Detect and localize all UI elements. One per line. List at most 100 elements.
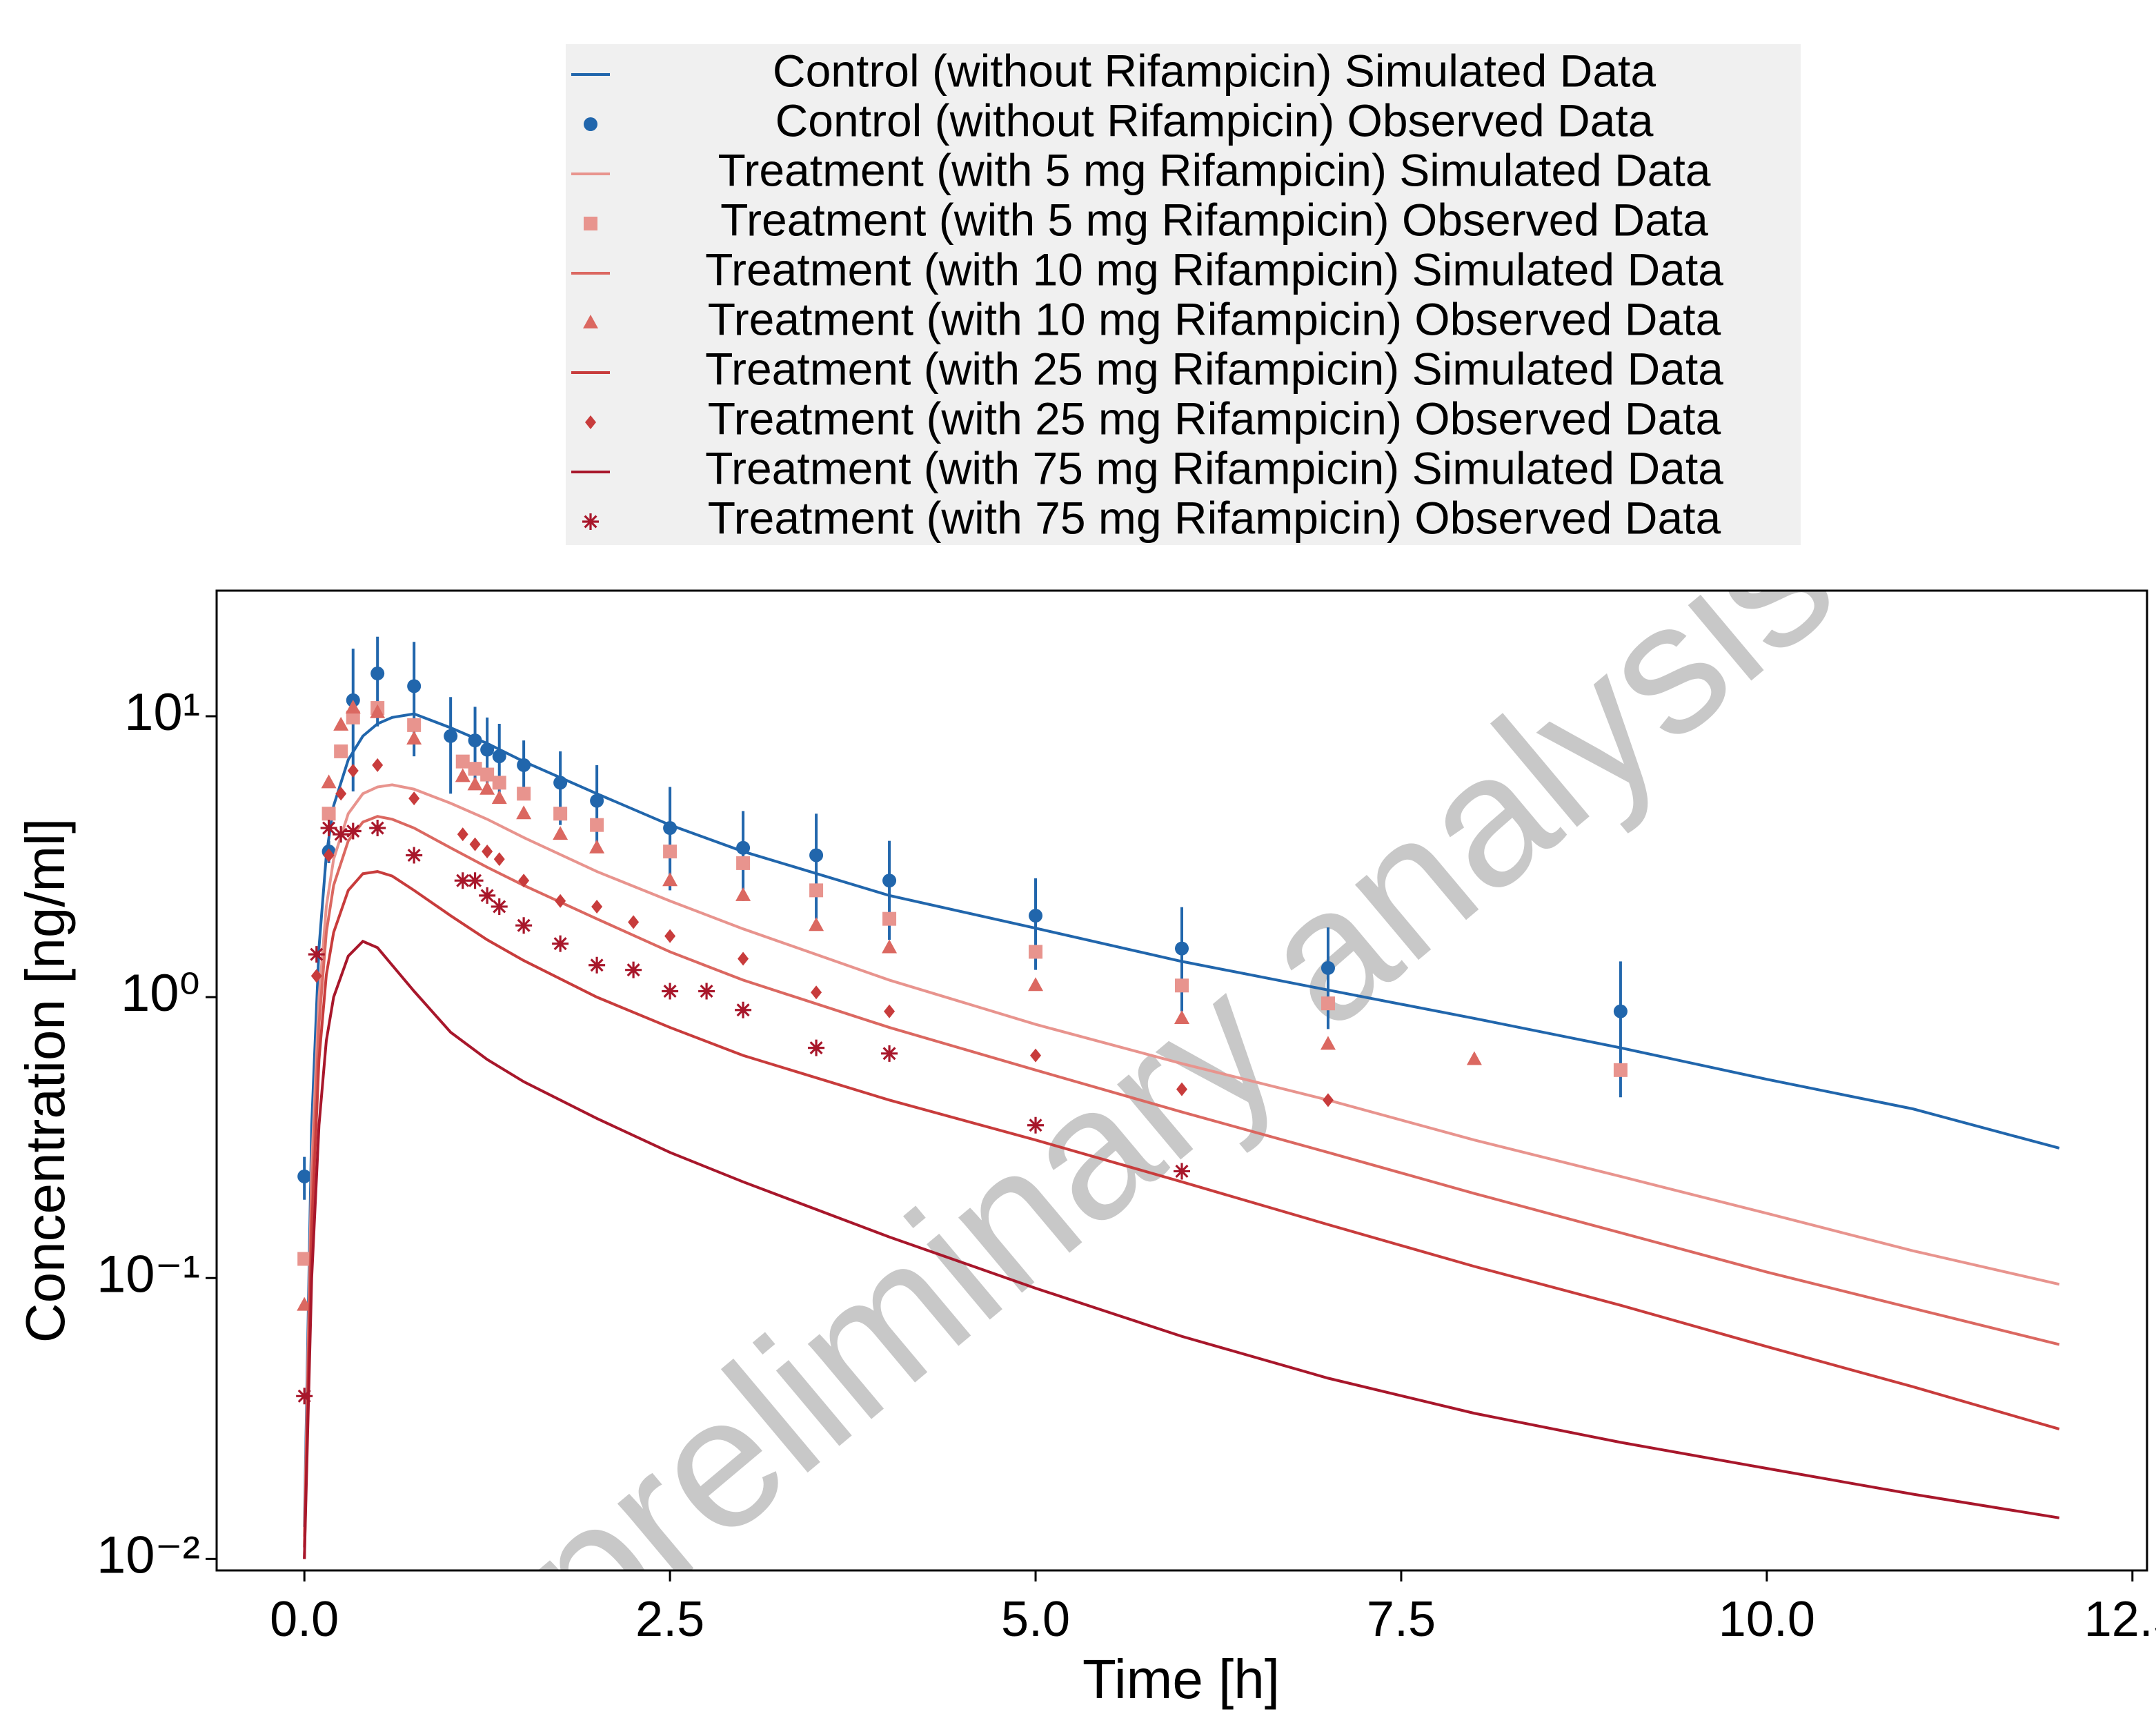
simulated-line [303, 939, 2060, 1559]
marker [468, 762, 482, 776]
legend-box [566, 44, 1801, 545]
marker [1029, 945, 1043, 959]
legend-label: Treatment (with 75 mg Rifampicin) Observ… [708, 492, 1721, 543]
marker [1613, 1004, 1628, 1018]
marker [553, 776, 568, 790]
legend-label: Treatment (with 5 mg Rifampicin) Observe… [720, 194, 1708, 245]
marker [444, 729, 458, 743]
legend-label: Treatment (with 25 mg Rifampicin) Simula… [705, 343, 1723, 394]
marker [1176, 1082, 1187, 1096]
marker [347, 763, 359, 778]
marker [407, 718, 422, 732]
marker [516, 805, 532, 820]
marker [454, 872, 471, 889]
marker [346, 710, 360, 724]
marker [582, 513, 599, 530]
marker [297, 1297, 313, 1311]
legend-label: Treatment (with 10 mg Rifampicin) Observ… [708, 293, 1721, 344]
marker [492, 749, 506, 764]
marker [738, 952, 749, 966]
marker [552, 935, 569, 952]
marker [457, 827, 468, 842]
marker [1029, 909, 1043, 923]
marker [491, 790, 507, 805]
marker [1613, 1063, 1628, 1077]
marker [590, 818, 604, 832]
marker [881, 1045, 898, 1062]
marker [882, 939, 898, 954]
marker [584, 117, 597, 131]
marker [590, 793, 604, 808]
marker [455, 768, 471, 782]
marker [308, 946, 325, 963]
legend-label: Treatment (with 5 mg Rifampicin) Simulat… [718, 144, 1710, 195]
x-tick-label: 0.0 [270, 1592, 339, 1647]
legend-label: Treatment (with 10 mg Rifampicin) Simula… [705, 244, 1723, 295]
marker [1321, 960, 1335, 975]
marker [1175, 978, 1189, 993]
marker [468, 733, 482, 748]
marker [479, 887, 496, 904]
y-axis-title: Concentration [ng/ml] [14, 818, 76, 1343]
marker [482, 845, 493, 859]
marker [553, 807, 568, 821]
marker [1028, 977, 1044, 992]
marker [628, 915, 640, 929]
marker [370, 704, 386, 718]
marker [663, 821, 678, 836]
x-tick-label: 10.0 [1719, 1592, 1815, 1647]
marker [662, 872, 678, 887]
marker [517, 787, 531, 801]
marker [323, 848, 335, 862]
marker [492, 776, 506, 790]
y-tick-label: 10⁻² [97, 1526, 200, 1584]
watermark: preliminary analysis [484, 474, 1871, 1685]
marker [408, 791, 420, 806]
marker [480, 767, 495, 782]
legend-label: Treatment (with 25 mg Rifampicin) Observ… [708, 393, 1721, 444]
marker [1322, 1093, 1334, 1107]
marker [589, 839, 605, 854]
legend-label: Control (without Rifampicin) Observed Da… [775, 95, 1654, 146]
marker [455, 754, 470, 769]
x-tick-label: 2.5 [635, 1592, 704, 1647]
marker [585, 415, 596, 429]
marker [698, 983, 715, 1000]
y-tick-label: 10¹ [124, 683, 200, 742]
marker [333, 716, 349, 731]
plot-area [296, 636, 2060, 1559]
marker [1030, 1048, 1042, 1063]
marker [407, 679, 422, 693]
y-tick-label: 10⁻¹ [97, 1245, 200, 1303]
legend-label: Treatment (with 75 mg Rifampicin) Simula… [705, 442, 1723, 493]
marker [310, 969, 322, 983]
marker [335, 787, 347, 801]
marker [882, 911, 897, 926]
marker [1320, 1036, 1336, 1050]
marker [480, 742, 495, 757]
marker [491, 898, 508, 915]
panel-frame [215, 589, 2148, 1572]
watermark-layer: preliminary analysis [484, 474, 1871, 1685]
marker [736, 856, 751, 870]
marker [589, 956, 606, 974]
x-tick-label: 12.5 [2084, 1592, 2156, 1647]
marker [334, 744, 348, 758]
marker [809, 917, 824, 931]
marker [517, 758, 531, 772]
marker [1175, 941, 1189, 956]
marker [322, 807, 336, 821]
marker [321, 774, 337, 789]
marker [515, 917, 533, 934]
marker [735, 1001, 752, 1018]
simulated-line [303, 870, 2060, 1559]
x-tick-label: 7.5 [1367, 1592, 1436, 1647]
marker [625, 961, 642, 978]
marker [662, 983, 679, 1000]
legend-label: Control (without Rifampicin) Simulated D… [773, 45, 1656, 96]
marker [583, 315, 598, 328]
marker [345, 700, 361, 714]
simulated-line [303, 783, 2060, 1537]
marker [663, 845, 678, 859]
